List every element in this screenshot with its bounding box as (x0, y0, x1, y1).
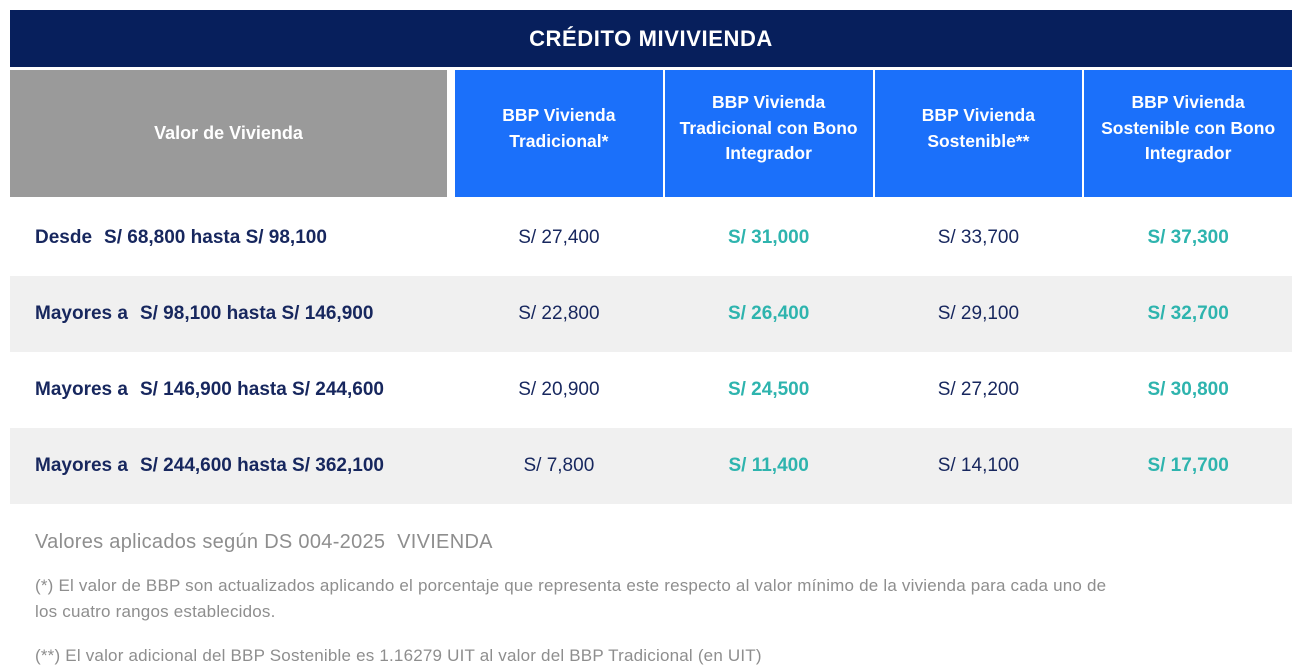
row-label-prefix: Desde (35, 227, 93, 248)
header-cell-bbp-tradicional: BBP Vivienda Tradicional* (455, 70, 663, 197)
value-sostenible: S/ 29,100 (937, 303, 1020, 324)
table-title-bar: CRÉDITO MIVIVIENDA (10, 10, 1292, 67)
header-cell-bbp-tradicional-bono: BBP Vivienda Tradicional con Bono Integr… (664, 70, 873, 197)
table-row: Mayores a S/ 146,900 hasta S/ 244,600 S/… (10, 352, 1292, 428)
table-row: Desde S/ 68,800 hasta S/ 98,100 S/ 27,40… (10, 200, 1292, 276)
row-label: Mayores a S/ 146,900 hasta S/ 244,600 (10, 379, 453, 401)
row-label-range: S/ 68,800 hasta S/ 98,100 (104, 227, 327, 248)
row-label-prefix: Mayores a (35, 303, 128, 324)
notes-section: Valores aplicados según DS 004-2025 VIVI… (10, 504, 1292, 669)
value-sostenible-bono: S/ 17,700 (1147, 455, 1229, 476)
value-tradicional-bono: S/ 31,000 (727, 227, 810, 248)
table-header-row: Valor de Vivienda BBP Vivienda Tradicion… (10, 70, 1292, 197)
row-label-range: S/ 146,900 hasta S/ 244,600 (139, 379, 384, 400)
value-sostenible: S/ 33,700 (937, 227, 1020, 248)
table-row: Mayores a S/ 98,100 hasta S/ 146,900 S/ … (10, 276, 1292, 352)
value-sostenible: S/ 27,200 (937, 379, 1020, 400)
value-tradicional-bono: S/ 24,500 (727, 379, 810, 400)
value-sostenible: S/ 14,100 (937, 455, 1020, 476)
footnote-asterisk: (*) El valor de BBP son actualizados apl… (35, 576, 1107, 621)
value-sostenible-bono: S/ 30,800 (1147, 379, 1229, 400)
header-cell-bbp-sostenible-bono: BBP Vivienda Sostenible con Bono Integra… (1084, 70, 1292, 197)
header-cell-bbp-sostenible: BBP Vivienda Sostenible** (874, 70, 1083, 197)
header-cell-valor-vivienda: Valor de Vivienda (10, 70, 447, 197)
value-tradicional-bono: S/ 11,400 (728, 455, 809, 476)
value-tradicional: S/ 7,800 (523, 455, 595, 476)
row-label-range: S/ 244,600 hasta S/ 362,100 (139, 455, 384, 476)
footnote-double-asterisk: (**) El valor adicional del BBP Sostenib… (35, 646, 762, 665)
value-tradicional: S/ 22,800 (518, 303, 600, 324)
row-label-prefix: Mayores a (35, 379, 128, 400)
note-source: Valores aplicados según DS 004-2025 VIVI… (35, 531, 493, 553)
value-tradicional: S/ 20,900 (518, 379, 600, 400)
value-tradicional-bono: S/ 26,400 (727, 303, 810, 324)
row-label-prefix: Mayores a (35, 455, 128, 476)
row-label: Mayores a S/ 244,600 hasta S/ 362,100 (10, 455, 453, 477)
row-label-range: S/ 98,100 hasta S/ 146,900 (139, 303, 374, 324)
value-tradicional: S/ 27,400 (518, 227, 600, 248)
table-title: CRÉDITO MIVIVIENDA (529, 25, 773, 51)
row-label: Desde S/ 68,800 hasta S/ 98,100 (10, 227, 453, 249)
table-body: Desde S/ 68,800 hasta S/ 98,100 S/ 27,40… (10, 200, 1292, 504)
table-row: Mayores a S/ 244,600 hasta S/ 362,100 S/… (10, 428, 1292, 504)
value-sostenible-bono: S/ 37,300 (1147, 227, 1229, 248)
value-sostenible-bono: S/ 32,700 (1147, 303, 1229, 324)
row-label: Mayores a S/ 98,100 hasta S/ 146,900 (10, 303, 453, 325)
